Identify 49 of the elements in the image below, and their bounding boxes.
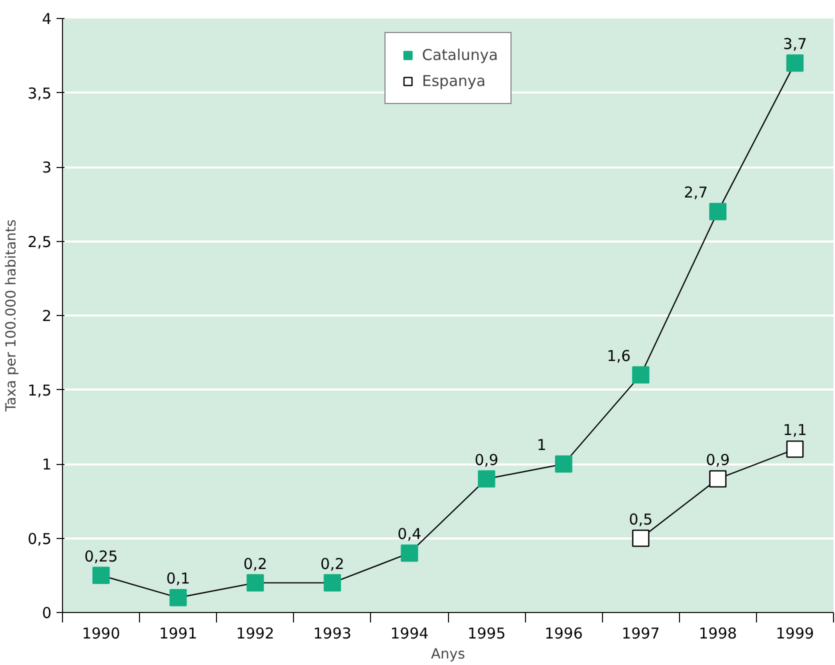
x-tick-label: 1990 bbox=[82, 624, 120, 642]
point bbox=[92, 566, 110, 584]
legend-label: Catalunya bbox=[422, 46, 498, 64]
data-label: 0,5 bbox=[628, 510, 653, 528]
data-label: 1,1 bbox=[783, 421, 807, 440]
point bbox=[478, 470, 496, 488]
y-tick-label: 1,5 bbox=[28, 381, 52, 400]
data-label: 0,9 bbox=[474, 450, 498, 469]
data-label: 0,9 bbox=[706, 450, 730, 469]
y-tick-label: 1 bbox=[42, 456, 52, 474]
point bbox=[324, 574, 341, 592]
data-label: 0,4 bbox=[398, 525, 422, 544]
y-tick-label: 4 bbox=[42, 10, 52, 28]
x-tick-label: 1996 bbox=[544, 624, 583, 642]
point bbox=[632, 366, 650, 384]
data-label: 0,25 bbox=[84, 547, 118, 566]
data-label: 0,2 bbox=[320, 554, 344, 573]
y-tick-label: 3 bbox=[42, 158, 52, 176]
y-tick-label: 0 bbox=[42, 604, 52, 622]
x-tick-label: 1994 bbox=[390, 624, 429, 642]
x-tick-label: 1991 bbox=[159, 624, 198, 642]
point bbox=[170, 589, 187, 606]
x-axis-title: Anys bbox=[430, 646, 466, 662]
data-label: 1,6 bbox=[606, 346, 631, 365]
y-tick-label: 3,5 bbox=[28, 84, 52, 102]
point bbox=[632, 530, 650, 547]
x-tick-label: 1999 bbox=[776, 624, 814, 642]
y-tick-label: 2 bbox=[42, 307, 52, 325]
x-tick-label: 1997 bbox=[622, 624, 660, 642]
y-tick-label: 0,5 bbox=[28, 530, 52, 548]
point bbox=[786, 54, 804, 72]
data-label: 2,7 bbox=[684, 184, 708, 202]
x-tick-label: 1992 bbox=[236, 624, 274, 642]
data-label: 0,1 bbox=[166, 570, 190, 588]
point bbox=[709, 202, 726, 220]
data-label: 3,7 bbox=[783, 35, 807, 54]
point bbox=[400, 544, 418, 562]
point bbox=[246, 574, 264, 592]
point bbox=[709, 470, 726, 488]
y-axis-title: Taxa per 100.000 habitants bbox=[4, 219, 20, 413]
data-label: 0,2 bbox=[243, 554, 268, 573]
legend-label: Espanya bbox=[422, 72, 486, 90]
x-tick-label: 1993 bbox=[313, 624, 352, 642]
x-tick-label: 1998 bbox=[698, 624, 737, 642]
point bbox=[555, 455, 572, 473]
point bbox=[786, 440, 804, 458]
y-tick-label: 2,5 bbox=[28, 232, 52, 251]
data-label: 1 bbox=[536, 436, 546, 454]
x-tick-label: 1995 bbox=[467, 624, 506, 642]
